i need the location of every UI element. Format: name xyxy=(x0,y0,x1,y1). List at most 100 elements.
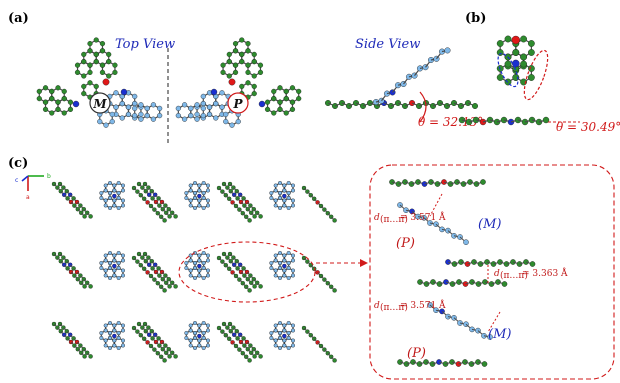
carbon-atom xyxy=(282,273,287,278)
carbon-atom xyxy=(87,62,93,68)
carbon-atom xyxy=(55,99,61,105)
carbon-atom xyxy=(116,195,121,200)
carbon-atom xyxy=(103,328,108,333)
carbon-atom xyxy=(205,198,210,203)
carbon-atom xyxy=(197,343,202,348)
packing-atom xyxy=(173,284,178,289)
carbon-atom xyxy=(119,115,125,121)
carbon-atom xyxy=(194,102,200,108)
carbon-atom xyxy=(107,276,112,281)
carbon-atom xyxy=(103,253,108,258)
carbon-atom xyxy=(504,60,512,68)
carbon-atom xyxy=(67,99,74,105)
carbon-atom xyxy=(213,100,219,107)
carbon-atom xyxy=(290,268,295,273)
carbon-atom xyxy=(232,69,239,76)
oxygen-atom xyxy=(511,35,520,45)
carbon-atom xyxy=(197,258,202,263)
carbon-atom xyxy=(107,336,112,341)
carbon-atom xyxy=(504,35,512,43)
carbon-atom xyxy=(205,268,210,273)
carbon-atom xyxy=(175,105,181,112)
carbon-atom xyxy=(181,116,188,122)
carbon-atom xyxy=(273,323,278,328)
carbon-atom xyxy=(197,188,202,193)
carbon-atom xyxy=(93,37,99,43)
carbon-atom xyxy=(188,188,193,193)
carbon-atom xyxy=(245,48,251,54)
carbon-atom xyxy=(116,336,121,341)
packing-atom xyxy=(252,354,257,359)
carbon-atom xyxy=(99,48,106,54)
carbon-atom xyxy=(157,112,163,119)
carbon-atom xyxy=(107,195,112,200)
stack-label-p-2: (P) xyxy=(407,346,426,361)
carbon-atom xyxy=(239,51,245,58)
carbon-atom xyxy=(157,105,163,112)
carbon-atom xyxy=(278,276,283,281)
carbon-atom xyxy=(200,105,206,112)
carbon-atom xyxy=(109,118,115,125)
packing-atom xyxy=(162,218,167,223)
carbon-atom xyxy=(269,331,274,336)
carbon-atom xyxy=(116,321,121,326)
carbon-atom xyxy=(282,183,287,188)
carbon-atom xyxy=(201,261,206,266)
carbon-atom xyxy=(103,268,108,273)
carbon-atom xyxy=(278,261,283,266)
packing-atom xyxy=(247,218,252,223)
stacking-column xyxy=(389,179,536,367)
carbon-atom xyxy=(239,83,245,90)
carbon-atom xyxy=(116,276,121,281)
molecule-top-view-m xyxy=(36,37,163,128)
carbon-atom xyxy=(81,51,87,58)
carbon-atom xyxy=(205,253,210,258)
packing-atom xyxy=(167,214,172,219)
side-view-label: Side View xyxy=(355,37,420,52)
carbon-atom xyxy=(192,336,197,341)
carbon-atom xyxy=(290,338,295,343)
carbon-atom xyxy=(232,62,239,68)
packing-atom xyxy=(82,354,87,359)
carbon-atom xyxy=(257,62,264,68)
carbon-atom xyxy=(107,205,112,210)
distance-3-d: d xyxy=(374,301,380,311)
distance-2-d: d xyxy=(494,269,500,279)
carbon-atom xyxy=(201,331,206,336)
carbon-atom xyxy=(273,268,278,273)
carbon-atom xyxy=(120,328,125,333)
stack-label-m-2: (M) xyxy=(488,327,511,342)
carbon-atom xyxy=(520,35,527,43)
packing-atom xyxy=(247,288,252,293)
highlight-ellipse-red xyxy=(523,49,549,101)
carbon-atom xyxy=(116,190,121,195)
carbon-atom xyxy=(81,83,87,90)
packing-atom xyxy=(258,284,263,289)
nitrogen-atom xyxy=(197,263,202,269)
panel-label-b: (b) xyxy=(465,11,486,26)
carbon-atom xyxy=(286,180,291,185)
carbon-atom xyxy=(200,112,206,119)
carbon-atom xyxy=(232,40,239,47)
carbon-atom xyxy=(184,336,189,341)
molecule-core-side xyxy=(458,116,550,126)
distance-3-sub: (π…π) xyxy=(380,302,408,313)
carbon-atom xyxy=(289,85,296,91)
panel-label-a: (a) xyxy=(8,11,29,26)
carbon-atom xyxy=(277,85,283,91)
carbon-atom xyxy=(277,99,283,105)
carbon-atom xyxy=(99,69,106,76)
carbon-atom xyxy=(286,336,291,341)
carbon-atom xyxy=(290,273,295,278)
carbon-atom xyxy=(107,331,112,336)
carbon-atom xyxy=(120,273,125,278)
packing-atom xyxy=(332,358,337,363)
distance-1-sub: (π…π) xyxy=(380,214,408,225)
carbon-atom xyxy=(181,102,188,108)
carbon-atom xyxy=(120,343,125,348)
carbon-atom xyxy=(286,190,291,195)
carbon-atom xyxy=(112,273,117,278)
carbon-atom xyxy=(239,37,245,43)
carbon-atom xyxy=(103,183,108,188)
